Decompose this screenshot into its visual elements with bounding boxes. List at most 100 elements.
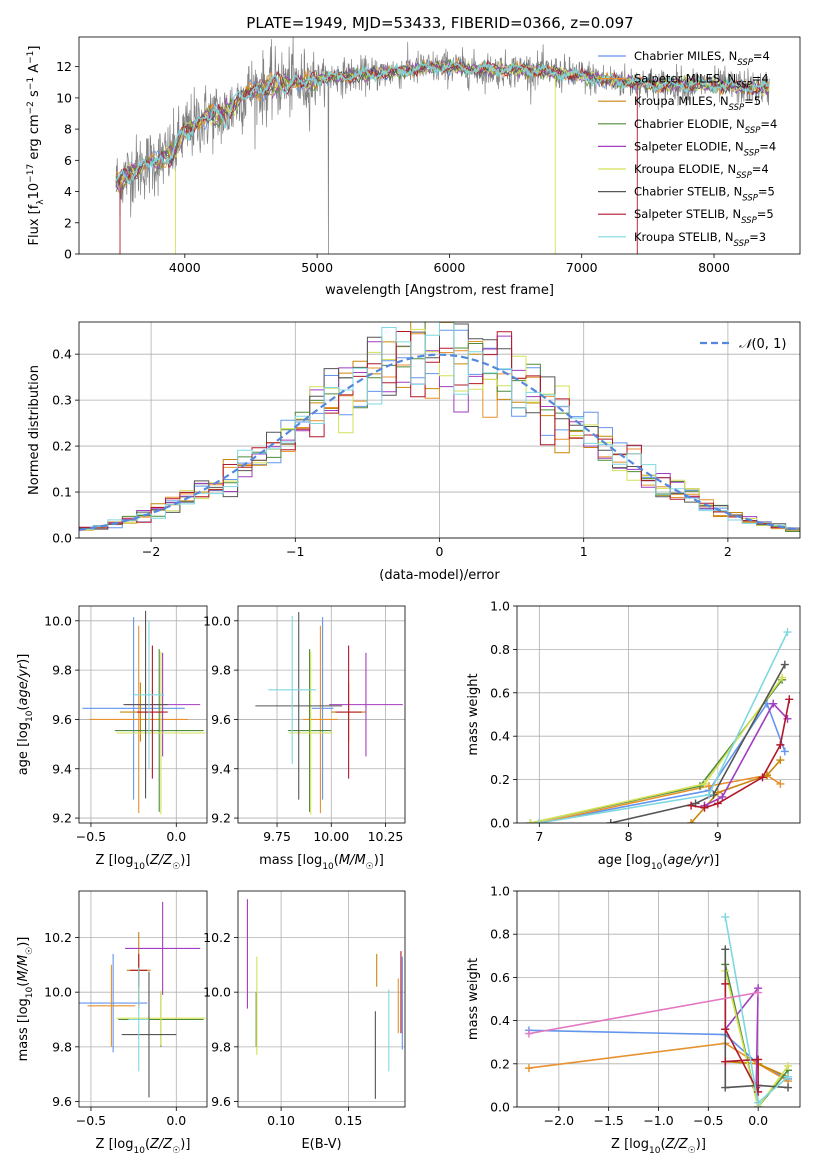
weight-marker [754,1055,763,1064]
x-tick-label: 8 [625,829,633,844]
y-tick-label: 9.6 [211,712,231,727]
model-line [115,60,769,193]
y-tick-label: 0 [64,247,72,262]
y-tick-label: 0.0 [490,1100,510,1115]
x-tick-label: −2 [142,544,160,559]
weight-marker [721,979,730,988]
y-tick-label: 0.3 [52,393,72,408]
residuals-frame [78,321,801,539]
weight-marker [758,773,767,782]
y-tick-label: 9.8 [52,663,72,678]
weight-marker [721,1057,730,1066]
weight-marker [687,801,696,810]
weight-line [610,664,786,823]
age_vs_Z-xlabel: Z [log10(Z/Z☉)] [96,853,191,872]
weight-marker [524,1064,533,1073]
weight-marker [785,695,794,704]
weight-line [539,774,781,823]
spectrum-axes: 4000 5000 6000 7000 8000 0 2 4 6 8 10 12 [56,59,730,275]
weight_vs_age-xlabel: age [log10(age/yr)] [598,853,720,872]
y-tick-label: 12 [56,59,72,74]
x-tick-label: 5000 [301,260,333,275]
y-tick-label: 9.8 [52,1039,72,1054]
legend-label: Chabrier MILES, NSSP=4 [634,49,770,68]
age_vs_Z-frame [78,605,208,824]
x-tick-label: 4000 [169,260,201,275]
weight-marker [721,912,730,921]
mass_vs_Z-frame [78,890,208,1108]
y-tick-label: 6 [64,153,72,168]
x-tick-label: −0.5 [76,829,106,844]
y-tick-label: 2 [64,215,72,230]
y-tick-label: 9.4 [211,761,231,776]
mass_vs_Z-ylabel: mass [log10(M/M☉)] [16,937,35,1062]
age_vs_Z-axes: −0.5 0.0 9.2 9.4 9.6 9.8 10.0 [44,606,207,844]
y-tick-label: 10.0 [203,613,231,628]
weight-marker [769,699,778,708]
legend-label: Salpeter MILES, NSSP=4 [634,72,769,91]
histogram-step [79,328,800,531]
x-tick-label: 10.25 [368,829,404,844]
model-line [115,59,770,185]
weight_vs_Z-ylabel: mass weight [466,958,481,1040]
weight-marker [780,747,789,756]
legend-label: Chabrier STELIB, NSSP=5 [634,185,775,204]
x-tick-label: −0.5 [76,1113,106,1128]
y-tick-label: 0.1 [52,485,72,500]
weight-marker [778,673,787,682]
mass_vs_Z-errorbars [79,901,206,1098]
x-tick-label: 9 [714,829,722,844]
weight-marker [754,1098,763,1107]
y-tick-label: 0.8 [490,642,510,657]
y-tick-label: 9.4 [52,761,72,776]
y-tick-label: 10.2 [203,930,231,945]
age_vs_mass-frame [237,605,406,824]
y-tick-label: 10 [56,90,72,105]
legend-label: Kroupa MILES, NSSP=5 [634,94,761,113]
weight-marker [776,740,785,749]
y-tick-label: 0.8 [490,927,510,942]
weight-marker [780,660,789,669]
weight-marker [687,819,696,823]
legend-label: Chabrier ELODIE, NSSP=4 [634,117,777,136]
x-tick-label: 2 [724,544,732,559]
y-tick-label: 10.0 [44,613,72,628]
spectrum-lines [115,37,770,254]
x-tick-label: −1.0 [643,1113,673,1128]
residuals-xlabel: (data-model)/error [379,568,500,583]
histograms [79,322,800,532]
x-tick-label: 0.0 [166,1113,186,1128]
spectrum-xlabel: wavelength [Angstrom, rest frame] [325,283,554,298]
weight-marker [526,819,535,823]
legend-label: Kroupa ELODIE, NSSP=4 [634,162,769,181]
age_vs_Z-errorbars [82,610,206,815]
spectrum-frame [78,36,801,255]
weight-marker [704,790,713,799]
age_vs_mass-xlabel: mass [log10(M/M☉)] [259,853,384,872]
x-tick-label: 0.10 [267,1113,295,1128]
weight-marker [606,819,615,823]
weight_vs_age-lines [526,628,794,823]
legend-label: Salpeter ELODIE, NSSP=4 [634,139,776,158]
x-tick-label: 0.0 [748,1113,768,1128]
mass_vs_ebv-errorbars [246,899,403,1099]
mass_vs_ebv-frame [237,890,406,1108]
y-tick-label: 10.0 [203,985,231,1000]
weight-line [530,679,783,823]
y-tick-label: 0.4 [52,347,72,362]
residuals-ylabel: Normed distribution [27,365,42,495]
mass_vs_Z-axes: −0.5 0.0 9.6 9.8 10.0 10.2 [44,891,207,1128]
weight-marker [524,1029,533,1038]
y-tick-label: 9.6 [52,712,72,727]
weight_vs_Z-frame [516,890,801,1108]
x-tick-label: 0.0 [166,829,186,844]
weight-line [528,991,759,1035]
weight_vs_Z-xlabel: Z [log10(Z/Z☉)] [611,1137,706,1156]
y-tick-label: 0.0 [490,816,510,831]
model-line [115,60,770,192]
weight-marker [776,779,785,788]
weight-marker [535,819,544,823]
mass_vs_Z-xlabel: Z [log10(Z/Z☉)] [96,1137,191,1156]
weight-line [539,701,786,823]
